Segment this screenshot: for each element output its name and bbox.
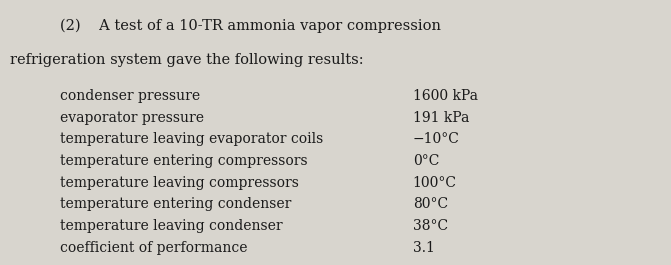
- Text: −10°C: −10°C: [413, 132, 460, 146]
- Text: evaporator pressure: evaporator pressure: [60, 111, 205, 125]
- Text: refrigeration system gave the following results:: refrigeration system gave the following …: [10, 53, 364, 67]
- Text: 38°C: 38°C: [413, 219, 448, 233]
- Text: 3.1: 3.1: [413, 241, 435, 255]
- Text: temperature leaving condenser: temperature leaving condenser: [60, 219, 283, 233]
- Text: (2)    A test of a 10-TR ammonia vapor compression: (2) A test of a 10-TR ammonia vapor comp…: [60, 19, 442, 33]
- Text: condenser pressure: condenser pressure: [60, 89, 201, 103]
- Text: temperature entering condenser: temperature entering condenser: [60, 197, 292, 211]
- Text: 1600 kPa: 1600 kPa: [413, 89, 478, 103]
- Text: temperature leaving evaporator coils: temperature leaving evaporator coils: [60, 132, 323, 146]
- Text: coefficient of performance: coefficient of performance: [60, 241, 248, 255]
- Text: 100°C: 100°C: [413, 176, 457, 190]
- Text: 0°C: 0°C: [413, 154, 439, 168]
- Text: 191 kPa: 191 kPa: [413, 111, 469, 125]
- Text: 80°C: 80°C: [413, 197, 448, 211]
- Text: temperature leaving compressors: temperature leaving compressors: [60, 176, 299, 190]
- Text: temperature entering compressors: temperature entering compressors: [60, 154, 308, 168]
